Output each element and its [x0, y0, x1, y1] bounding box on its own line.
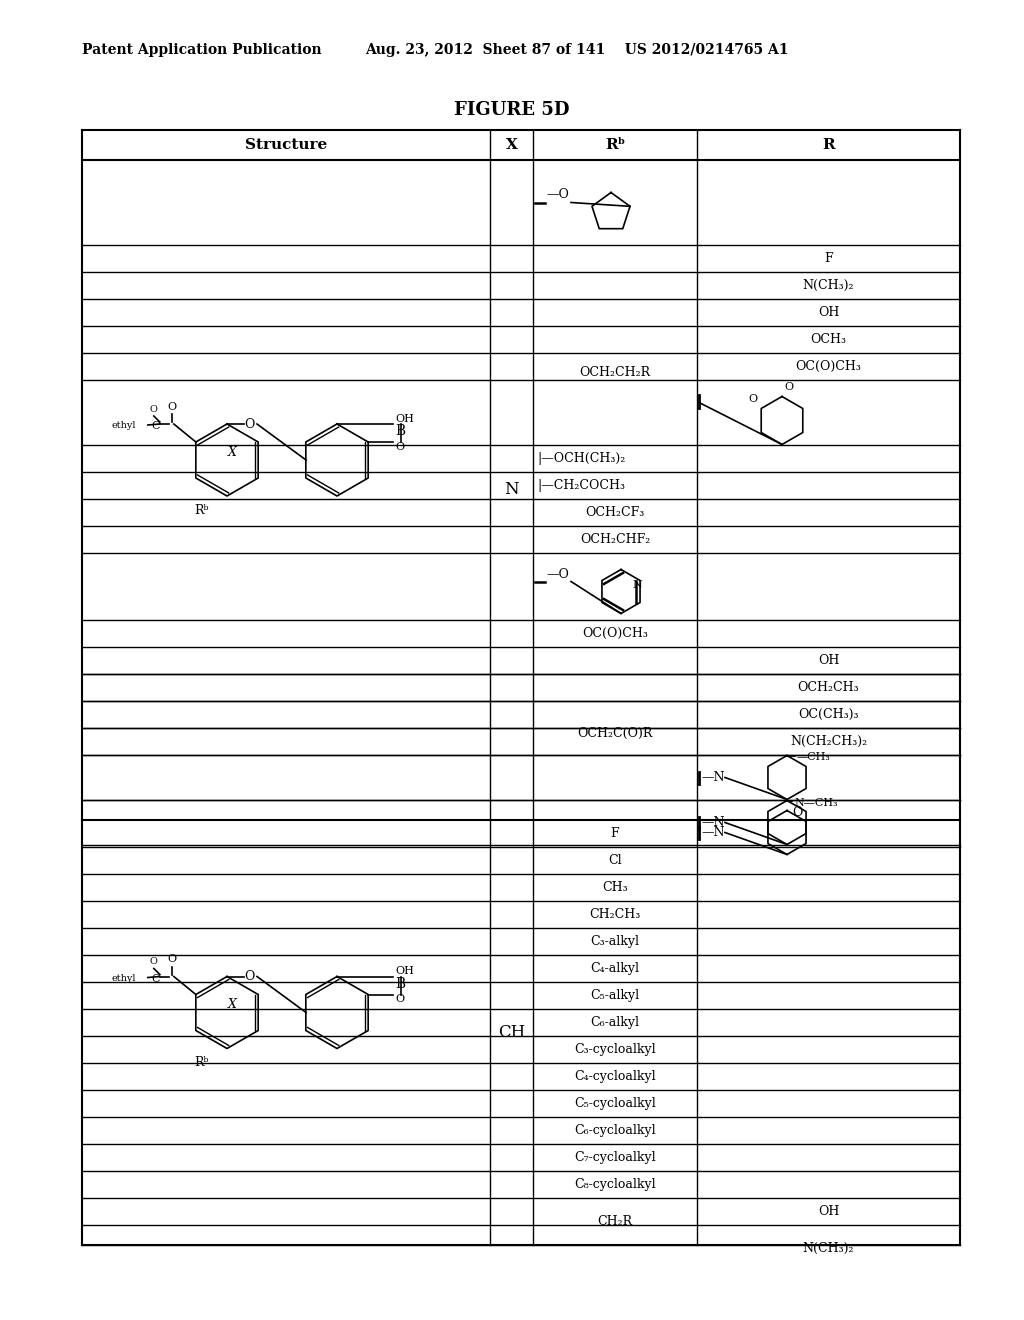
Text: CH₂R: CH₂R — [597, 1214, 633, 1228]
Text: O: O — [244, 970, 254, 983]
Text: C: C — [152, 421, 160, 432]
Text: N—CH₃: N—CH₃ — [794, 797, 838, 808]
Text: ethyl: ethyl — [112, 421, 136, 430]
Text: |—OCH(CH₃)₂: |—OCH(CH₃)₂ — [537, 451, 626, 465]
Text: O: O — [749, 395, 758, 404]
Text: O: O — [150, 405, 158, 414]
Text: O: O — [244, 417, 254, 430]
Text: O: O — [150, 957, 158, 966]
Text: FIGURE 5D: FIGURE 5D — [455, 102, 569, 119]
Text: C₄-cycloalkyl: C₄-cycloalkyl — [574, 1071, 655, 1082]
Text: C₃-alkyl: C₃-alkyl — [591, 935, 640, 948]
Text: OCH₃: OCH₃ — [811, 333, 847, 346]
Text: O: O — [395, 994, 404, 1005]
Text: Rᵇ: Rᵇ — [195, 504, 209, 517]
Text: N: N — [632, 581, 642, 590]
Text: O: O — [792, 807, 803, 818]
Text: Cl: Cl — [608, 854, 622, 867]
Text: C₃-cycloalkyl: C₃-cycloalkyl — [574, 1043, 655, 1056]
Text: O: O — [395, 442, 404, 451]
Text: C₅-alkyl: C₅-alkyl — [591, 989, 640, 1002]
Text: ethyl: ethyl — [112, 974, 136, 983]
Text: N(CH₃)₂: N(CH₃)₂ — [803, 1242, 854, 1255]
Text: X: X — [227, 446, 237, 458]
Text: C: C — [152, 974, 160, 983]
Text: CH: CH — [498, 1024, 525, 1041]
Text: —CH₃: —CH₃ — [797, 752, 830, 763]
Text: OH: OH — [395, 966, 414, 977]
Text: —N: —N — [701, 826, 725, 840]
Text: N(CH₂CH₃)₂: N(CH₂CH₃)₂ — [790, 735, 867, 748]
Text: OCH₂CHF₂: OCH₂CHF₂ — [580, 533, 650, 546]
Text: OC(O)CH₃: OC(O)CH₃ — [796, 360, 861, 374]
Text: CH₂CH₃: CH₂CH₃ — [590, 908, 641, 921]
Text: N: N — [504, 482, 519, 499]
Text: Rᵇ: Rᵇ — [195, 1056, 209, 1069]
Text: OH: OH — [818, 1205, 840, 1218]
Text: OCH₂CH₃: OCH₂CH₃ — [798, 681, 859, 694]
Text: O: O — [784, 383, 794, 392]
Text: —N: —N — [701, 816, 725, 829]
Text: F: F — [824, 252, 833, 265]
Text: —O: —O — [546, 189, 569, 202]
Text: N(CH₃)₂: N(CH₃)₂ — [803, 279, 854, 292]
Text: F: F — [610, 828, 620, 840]
Text: OH: OH — [818, 306, 840, 319]
Text: OC(O)CH₃: OC(O)CH₃ — [582, 627, 648, 640]
Text: Rᵇ: Rᵇ — [605, 139, 625, 152]
Text: C₇-cycloalkyl: C₇-cycloalkyl — [574, 1151, 655, 1164]
Text: —N: —N — [701, 771, 725, 784]
Text: B: B — [395, 424, 406, 438]
Text: R: R — [822, 139, 835, 152]
Text: O: O — [167, 954, 176, 965]
Text: OC(CH₃)₃: OC(CH₃)₃ — [799, 708, 859, 721]
Text: CH₃: CH₃ — [602, 880, 628, 894]
Text: C₅-cycloalkyl: C₅-cycloalkyl — [574, 1097, 656, 1110]
Text: C₄-alkyl: C₄-alkyl — [591, 962, 640, 975]
Text: C₆-alkyl: C₆-alkyl — [591, 1016, 640, 1030]
Text: B: B — [395, 977, 406, 990]
Text: OCH₂CF₃: OCH₂CF₃ — [586, 506, 645, 519]
Text: OCH₂CH₂R: OCH₂CH₂R — [580, 366, 650, 379]
Text: OH: OH — [818, 653, 840, 667]
Text: C₆-cycloalkyl: C₆-cycloalkyl — [574, 1125, 655, 1137]
Text: Aug. 23, 2012  Sheet 87 of 141    US 2012/0214765 A1: Aug. 23, 2012 Sheet 87 of 141 US 2012/02… — [365, 44, 788, 57]
Text: X: X — [227, 998, 237, 1011]
Text: OCH₂C(O)R: OCH₂C(O)R — [578, 727, 652, 741]
Text: |—CH₂COCH₃: |—CH₂COCH₃ — [537, 479, 625, 492]
Text: X: X — [506, 139, 517, 152]
Text: Structure: Structure — [245, 139, 327, 152]
Text: —O: —O — [546, 568, 569, 581]
Text: O: O — [167, 403, 176, 412]
Text: Patent Application Publication: Patent Application Publication — [82, 44, 322, 57]
Text: OH: OH — [395, 414, 414, 424]
Text: C₈-cycloalkyl: C₈-cycloalkyl — [574, 1177, 655, 1191]
